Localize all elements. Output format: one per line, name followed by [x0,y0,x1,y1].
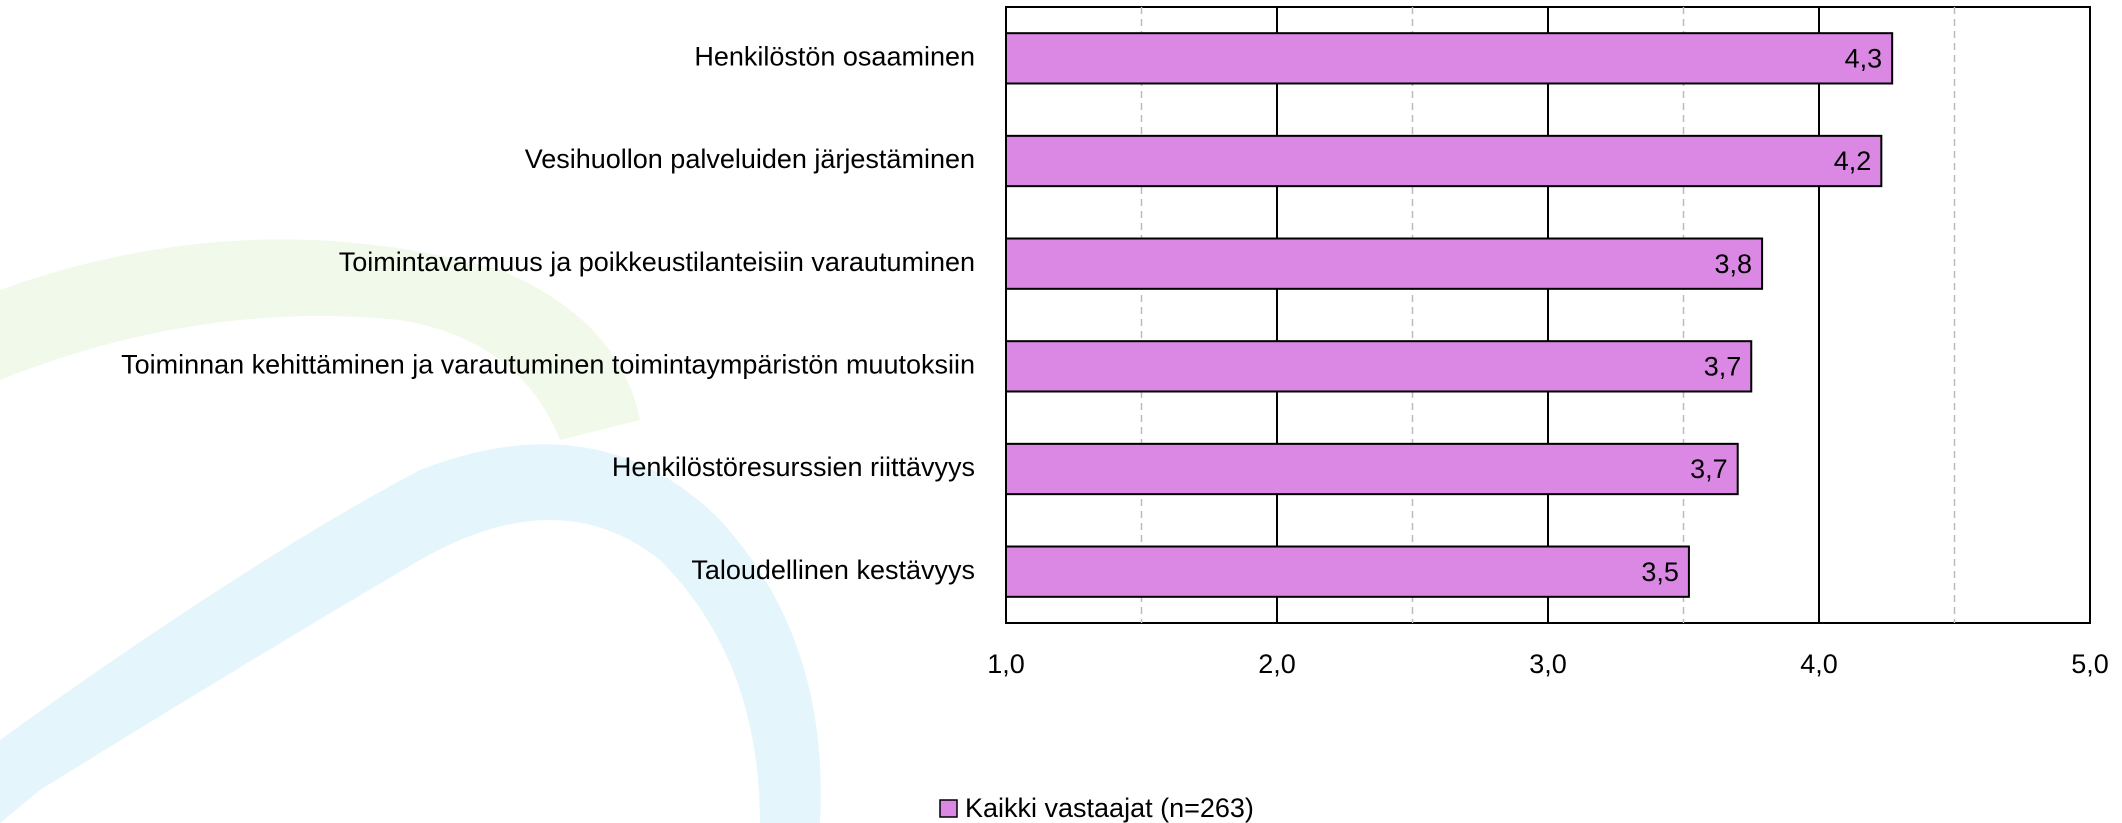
legend-swatch [939,799,958,818]
x-tick-label: 2,0 [1258,649,1296,679]
value-label: 4,3 [1845,43,1883,73]
background-decoration [0,444,821,823]
value-label: 3,7 [1704,351,1742,381]
value-label: 4,2 [1834,146,1872,176]
bar [1005,545,1690,598]
category-label: Toiminnan kehittäminen ja varautuminen t… [121,349,975,379]
category-label: Taloudellinen kestävyys [691,555,975,585]
value-label: 3,8 [1715,249,1753,279]
category-label: Vesihuollon palveluiden järjestäminen [525,144,975,174]
legend-label: Kaikki vastaajat (n=263) [965,793,1254,823]
background-decoration [0,239,640,440]
bar [1005,340,1753,393]
x-tick-label: 5,0 [2071,649,2109,679]
value-label: 3,7 [1690,454,1728,484]
bar [1005,32,1894,85]
x-tick-label: 3,0 [1529,649,1567,679]
x-tick-label: 1,0 [987,649,1025,679]
category-label: Henkilöstöresurssien riittävyys [612,452,975,482]
category-label: Toimintavarmuus ja poikkeustilanteisiin … [339,247,975,277]
category-label: Henkilöstön osaaminen [694,41,975,71]
bar [1005,237,1764,290]
bar [1005,134,1883,188]
x-tick-label: 4,0 [1800,649,1838,679]
value-label: 3,5 [1641,557,1679,587]
bar [1005,442,1739,496]
